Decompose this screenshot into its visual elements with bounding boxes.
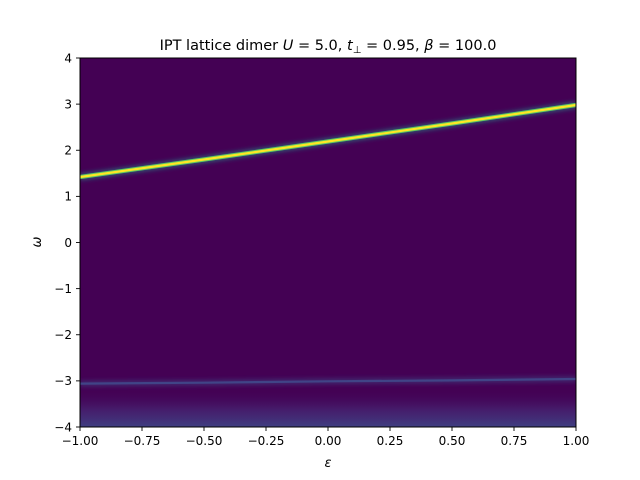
- lower-band-line: [80, 377, 576, 385]
- chart-title: IPT lattice dimer U = 5.0, t⊥ = 0.95, β …: [160, 38, 497, 56]
- x-axis-ticks: −1.00 −0.75 −0.50 −0.25 0.00 0.25 0.50 0.75 1.00: [62, 427, 590, 448]
- y-tick-label: −4: [54, 420, 72, 434]
- y-axis-ticks: −4 −3 −2 −1 0 1 2 3 4: [54, 51, 80, 434]
- x-tick-label: 0.25: [377, 434, 404, 448]
- x-tick-label: 0.75: [501, 434, 528, 448]
- x-tick-label: −0.50: [186, 434, 223, 448]
- y-tick-label: 4: [64, 51, 72, 65]
- y-tick-label: −3: [54, 374, 72, 388]
- x-axis-label: ε: [324, 456, 331, 471]
- y-tick-label: 1: [64, 190, 72, 204]
- upper-band-line: [80, 103, 576, 179]
- x-tick-label: −0.75: [124, 434, 161, 448]
- lower-band-tail: [80, 388, 576, 427]
- y-axis-label: ω: [30, 236, 45, 247]
- y-tick-label: −1: [54, 282, 72, 296]
- x-tick-label: −0.25: [248, 434, 285, 448]
- y-tick-label: −2: [54, 328, 72, 342]
- heatmap-marks: [80, 101, 576, 427]
- x-tick-label: 0.50: [439, 434, 466, 448]
- y-tick-label: 0: [64, 236, 72, 250]
- y-tick-label: 2: [64, 144, 72, 158]
- x-tick-label: 1.00: [563, 434, 590, 448]
- x-tick-label: −1.00: [62, 434, 99, 448]
- y-tick-label: 3: [64, 97, 72, 111]
- x-tick-label: 0.00: [315, 434, 342, 448]
